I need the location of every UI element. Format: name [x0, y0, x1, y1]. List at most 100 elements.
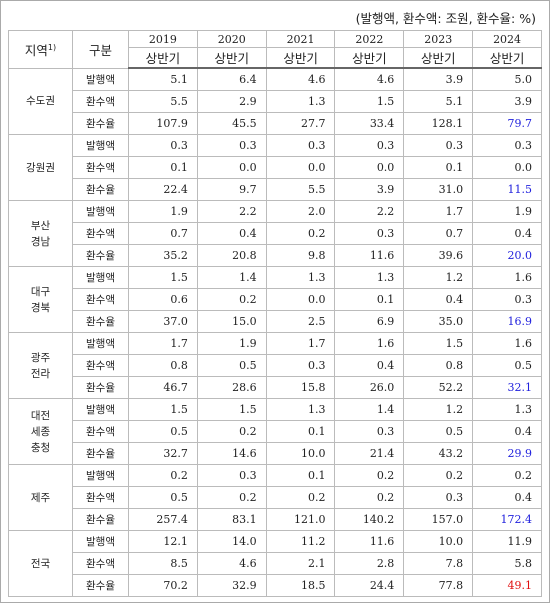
value-cell: 11.5 — [472, 178, 542, 201]
value-cell: 0.2 — [196, 288, 267, 311]
year-header: 2019 — [128, 30, 198, 48]
row-label: 환수액 — [72, 486, 129, 509]
value-cell: 0.2 — [265, 222, 336, 245]
value-cell: 39.6 — [403, 244, 474, 267]
value-cell: 0.1 — [265, 420, 336, 443]
value-cell: 0.2 — [265, 486, 336, 509]
value-cell: 37.0 — [128, 310, 198, 333]
year-header: 2022 — [334, 30, 405, 48]
value-cell: 107.9 — [128, 112, 198, 135]
table: 지역1) 구분 2019 2020 2021 2022 2023 2024 상반기 상반기 상반기 상… — [8, 30, 542, 597]
row-label: 환수율 — [72, 310, 129, 333]
value-cell: 0.2 — [196, 420, 267, 443]
data-row: 환수율 35.2 20.8 9.8 11.6 39.6 20.0 — [9, 244, 542, 267]
value-cell: 1.7 — [128, 332, 198, 355]
value-cell: 1.3 — [265, 398, 336, 421]
region-name: 대전 — [30, 409, 51, 422]
region-cell: 제주 — [8, 464, 73, 531]
value-cell: 5.0 — [472, 67, 542, 91]
value-cell: 0.3 — [334, 420, 405, 443]
row-label: 발행액 — [72, 67, 129, 91]
value-cell: 0.8 — [128, 354, 198, 377]
footnote-mark: 1) — [47, 42, 57, 52]
value-cell: 5.1 — [128, 67, 198, 91]
region-name: 제주 — [30, 491, 51, 504]
year-header: 2023 — [403, 30, 474, 48]
value-cell: 5.8 — [472, 552, 542, 575]
value-cell: 6.4 — [196, 67, 267, 91]
row-label: 환수액 — [72, 552, 129, 575]
value-cell: 2.2 — [196, 200, 267, 223]
row-label: 발행액 — [72, 200, 129, 223]
region-cell: 강원권 — [8, 134, 73, 201]
row-label: 발행액 — [72, 266, 129, 289]
row-label: 환수율 — [72, 574, 129, 597]
region-name: 경북 — [30, 301, 51, 314]
region-cell: 광주 전라 — [8, 332, 73, 399]
region-name: 광주 — [30, 351, 51, 364]
value-cell: 0.3 — [334, 222, 405, 245]
value-cell: 6.9 — [334, 310, 405, 333]
value-cell: 1.3 — [472, 398, 542, 421]
value-cell: 1.7 — [403, 200, 474, 223]
data-row: 환수액 0.5 0.2 0.1 0.3 0.5 0.4 — [9, 420, 542, 443]
value-cell: 28.6 — [196, 376, 267, 399]
value-cell: 14.0 — [196, 530, 267, 553]
value-cell: 49.1 — [472, 574, 542, 597]
value-cell: 1.5 — [403, 332, 474, 355]
value-cell: 1.3 — [334, 266, 405, 289]
value-cell: 0.7 — [128, 222, 198, 245]
row-label: 환수액 — [72, 90, 129, 113]
row-label: 발행액 — [72, 134, 129, 157]
value-cell: 2.1 — [265, 552, 336, 575]
value-cell: 0.0 — [265, 288, 336, 311]
value-cell: 5.5 — [128, 90, 198, 113]
value-cell: 0.2 — [403, 464, 474, 487]
value-cell: 1.6 — [334, 332, 405, 355]
value-cell: 0.3 — [472, 134, 542, 157]
year-header: 2021 — [265, 30, 336, 48]
row-label: 환수액 — [72, 222, 129, 245]
row-label: 환수율 — [72, 244, 129, 267]
value-cell: 29.9 — [472, 442, 542, 465]
value-cell: 140.2 — [334, 508, 405, 531]
value-cell: 10.0 — [265, 442, 336, 465]
value-cell: 0.3 — [196, 134, 267, 157]
data-row: 환수액 8.5 4.6 2.1 2.8 7.8 5.8 — [9, 552, 542, 575]
value-cell: 128.1 — [403, 112, 474, 135]
data-row: 광주 전라 발행액 1.7 1.9 1.7 1.6 1.5 1.6 — [8, 332, 542, 399]
value-cell: 15.0 — [196, 310, 267, 333]
value-cell: 157.0 — [403, 508, 474, 531]
region-name: 경남 — [30, 235, 51, 248]
value-cell: 1.9 — [472, 200, 542, 223]
region-header: 지역1) — [8, 30, 73, 69]
row-label: 환수액 — [72, 354, 129, 377]
region-name: 세종 — [30, 425, 51, 438]
value-cell: 0.3 — [472, 288, 542, 311]
value-cell: 12.1 — [128, 530, 198, 553]
value-cell: 16.9 — [472, 310, 542, 333]
value-cell: 0.4 — [472, 222, 542, 245]
value-cell: 35.2 — [128, 244, 198, 267]
category-header: 구분 — [72, 30, 129, 69]
data-row: 환수율 70.2 32.9 18.5 24.4 77.8 49.1 — [9, 574, 542, 597]
value-cell: 9.8 — [265, 244, 336, 267]
value-cell: 0.5 — [403, 420, 474, 443]
value-cell: 1.5 — [128, 398, 198, 421]
value-cell: 21.4 — [334, 442, 405, 465]
data-row: 환수율 257.4 83.1 121.0 140.2 157.0 172.4 — [9, 508, 542, 531]
region-name: 수도권 — [26, 95, 55, 108]
value-cell: 2.9 — [196, 90, 267, 113]
row-label: 환수율 — [72, 178, 129, 201]
row-label: 환수율 — [72, 508, 129, 531]
data-row: 환수액 0.8 0.5 0.3 0.4 0.8 0.5 — [9, 354, 542, 377]
value-cell: 1.5 — [334, 90, 405, 113]
value-cell: 11.2 — [265, 530, 336, 553]
value-cell: 0.3 — [265, 134, 336, 157]
value-cell: 0.3 — [403, 134, 474, 157]
value-cell: 1.2 — [403, 266, 474, 289]
region-name: 충청 — [30, 441, 51, 454]
value-cell: 0.5 — [196, 354, 267, 377]
